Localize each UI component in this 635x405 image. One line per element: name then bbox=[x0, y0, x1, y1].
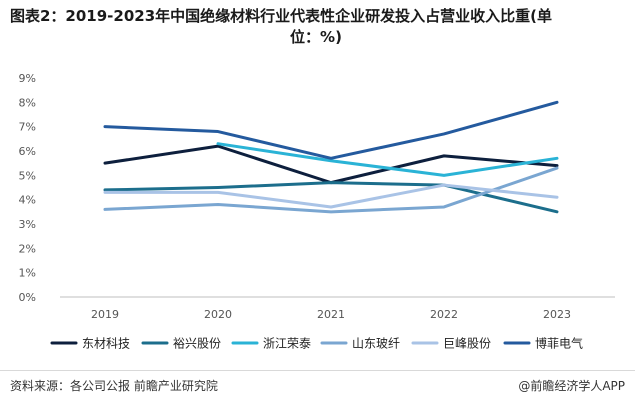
y-tick-label: 4% bbox=[19, 194, 36, 207]
y-tick-label: 7% bbox=[19, 121, 36, 134]
series-line-6 bbox=[103, 100, 559, 160]
legend-label: 裕兴股份 bbox=[173, 336, 221, 351]
x-tick-label: 2022 bbox=[430, 308, 458, 321]
legend-label: 巨峰股份 bbox=[443, 337, 491, 351]
y-tick-label: 1% bbox=[19, 267, 36, 280]
brand-credit: @前瞻经济学人APP bbox=[518, 379, 625, 393]
x-tick-label: 2020 bbox=[204, 308, 232, 321]
legend-label: 东材科技 bbox=[82, 337, 130, 351]
y-tick-label: 6% bbox=[19, 145, 36, 158]
source-note: 资料来源：各公司公报 前瞻产业研究院 bbox=[10, 379, 218, 393]
line-chart: 0% 1% 2% 3% 4% 5% 6% 7% 8% 9% 2019 2020 2021 2022 2023… bbox=[19, 72, 615, 351]
x-tick-label: 2023 bbox=[543, 308, 571, 321]
chart-title: 图表2：2019-2023年中国绝缘材料行业代表性企业研发投入占营业收入比重(单… bbox=[10, 6, 622, 48]
series-line-1 bbox=[103, 144, 559, 185]
series-line-3 bbox=[216, 142, 559, 177]
y-tick-label: 0% bbox=[19, 291, 36, 304]
y-tick-label: 2% bbox=[19, 242, 36, 255]
footer-divider bbox=[0, 370, 635, 371]
legend-label: 浙江荣泰 bbox=[263, 337, 311, 351]
y-tick-label: 3% bbox=[19, 218, 36, 231]
x-tick-label: 2021 bbox=[317, 308, 345, 321]
chart-title-line2: 位：%) bbox=[290, 28, 342, 46]
y-tick-label: 8% bbox=[19, 96, 36, 109]
x-tick-label: 2019 bbox=[91, 308, 119, 321]
y-tick-label: 9% bbox=[19, 72, 36, 85]
legend-label: 山东玻纤 bbox=[352, 337, 400, 351]
series-line-4 bbox=[103, 166, 559, 214]
series-line-5 bbox=[103, 183, 559, 209]
chart-title-line1: 图表2：2019-2023年中国绝缘材料行业代表性企业研发投入占营业收入比重(单 bbox=[10, 7, 553, 25]
y-tick-label: 5% bbox=[19, 169, 36, 182]
legend-label: 博菲电气 bbox=[535, 336, 583, 351]
